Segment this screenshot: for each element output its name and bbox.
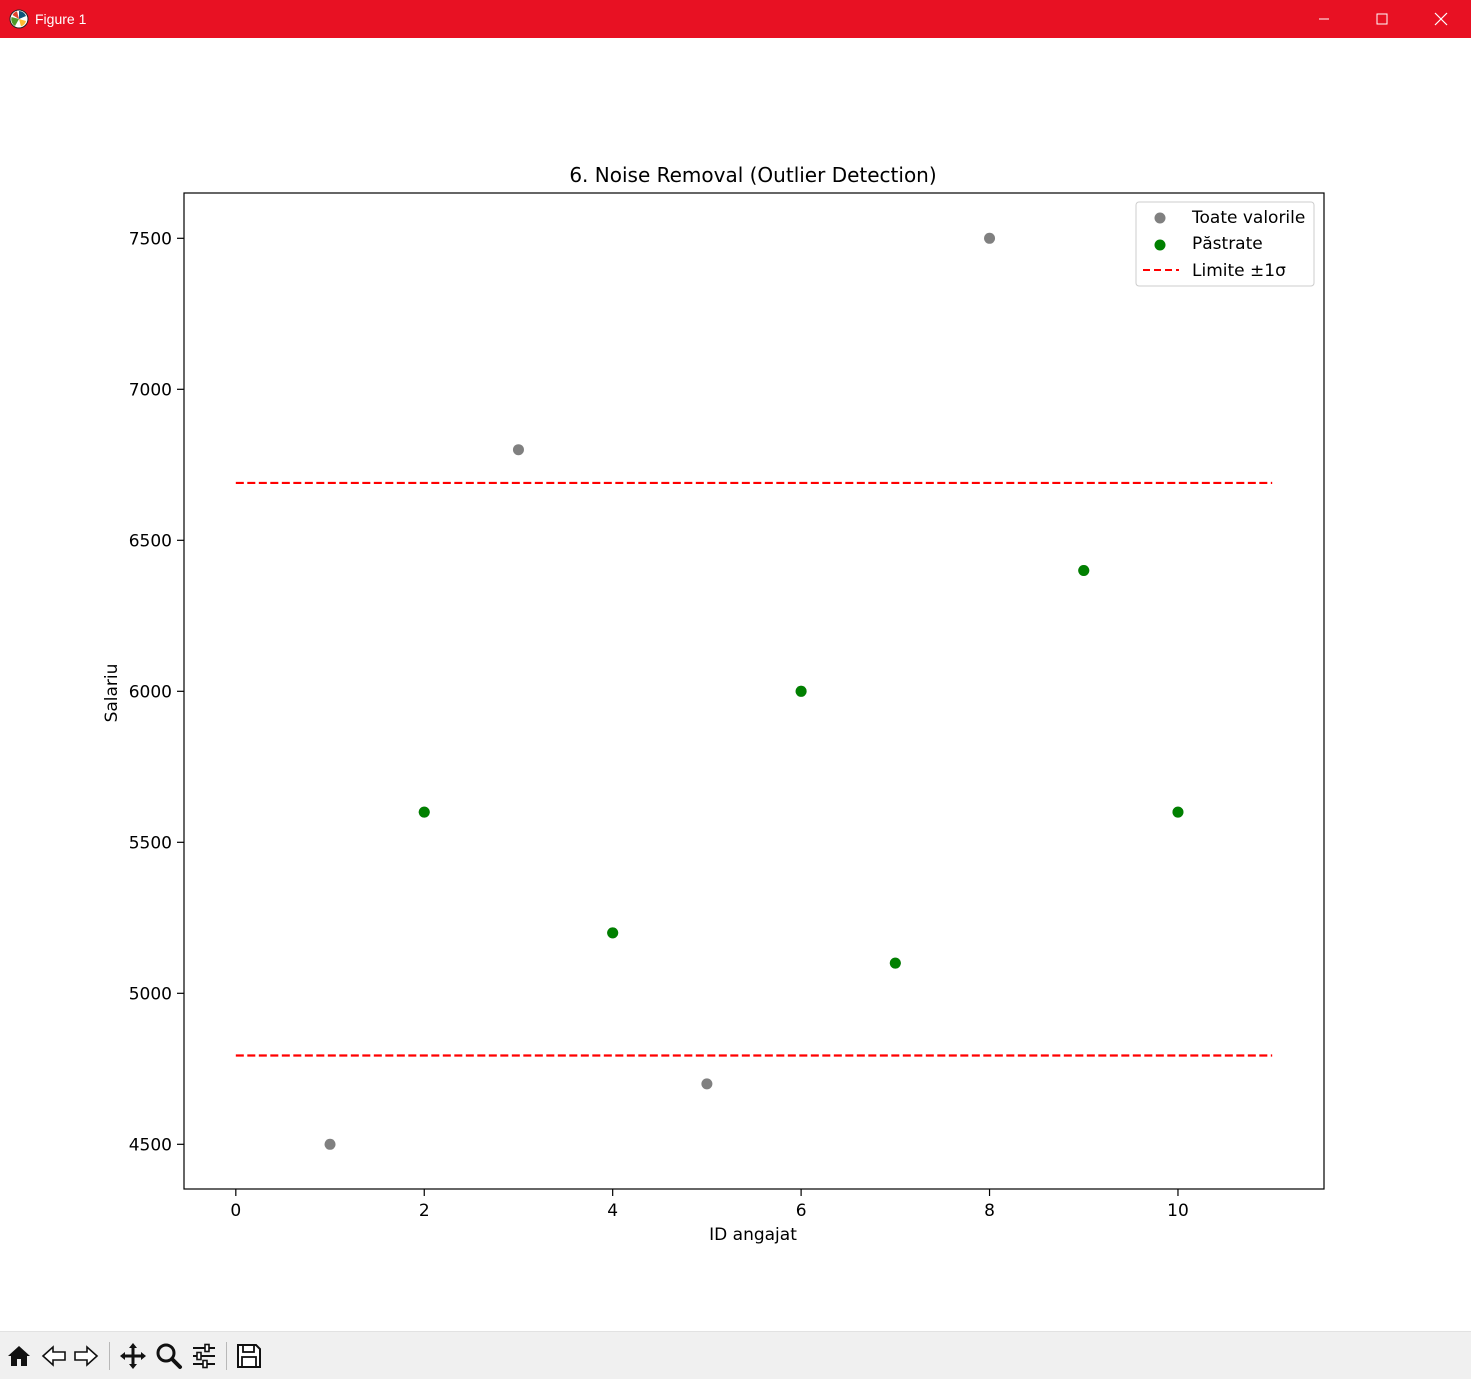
y-tick-label: 4500 bbox=[129, 1135, 172, 1155]
back-button[interactable] bbox=[38, 1340, 70, 1372]
kept-values-point bbox=[795, 685, 807, 697]
legend-label-kept: Păstrate bbox=[1192, 234, 1263, 254]
y-tick-label: 7000 bbox=[129, 380, 172, 400]
pan-move-icon bbox=[120, 1343, 146, 1369]
x-tick-label: 0 bbox=[230, 1201, 241, 1221]
scatter-chart: 6. Noise Removal (Outlier Detection) 450… bbox=[102, 163, 1325, 1245]
plot-frame bbox=[183, 192, 1325, 1190]
x-axis-ticks: 0 2 4 6 8 10 bbox=[230, 1189, 1189, 1221]
forward-arrow-icon bbox=[74, 1345, 99, 1367]
close-icon bbox=[1434, 12, 1448, 26]
toolbar-separator bbox=[226, 1342, 227, 1370]
x-tick-label: 2 bbox=[419, 1201, 430, 1221]
legend-box bbox=[1135, 201, 1315, 287]
series-kept-values bbox=[418, 565, 1184, 969]
navigation-toolbar bbox=[0, 1331, 1471, 1379]
x-tick-label: 4 bbox=[607, 1201, 618, 1221]
legend-marker-kept bbox=[1154, 239, 1166, 251]
window-title: Figure 1 bbox=[35, 11, 87, 27]
configure-subplots-button[interactable] bbox=[188, 1340, 220, 1372]
kept-values-point bbox=[418, 806, 430, 818]
x-axis-label: ID angajat bbox=[709, 1225, 797, 1245]
all-values-point bbox=[701, 1078, 713, 1090]
all-values-point bbox=[984, 232, 996, 244]
save-button[interactable] bbox=[233, 1340, 265, 1372]
home-button[interactable] bbox=[3, 1340, 35, 1372]
pan-button[interactable] bbox=[117, 1340, 149, 1372]
matplotlib-logo-icon bbox=[9, 9, 29, 29]
forward-button[interactable] bbox=[70, 1340, 102, 1372]
save-floppy-icon bbox=[237, 1344, 261, 1368]
all-values-point bbox=[324, 1138, 336, 1150]
zoom-magnifier-icon bbox=[156, 1343, 182, 1369]
minimize-button[interactable] bbox=[1295, 0, 1353, 38]
configure-subplots-icon bbox=[193, 1343, 215, 1369]
kept-values-point bbox=[1078, 565, 1090, 577]
x-tick-label: 10 bbox=[1167, 1201, 1189, 1221]
back-arrow-icon bbox=[41, 1345, 66, 1367]
toolbar-separator bbox=[109, 1342, 110, 1370]
y-tick-label: 5500 bbox=[129, 833, 172, 853]
chart-title: 6. Noise Removal (Outlier Detection) bbox=[569, 163, 936, 187]
minimize-icon bbox=[1319, 18, 1329, 20]
y-axis-ticks: 4500 5000 5500 6000 6500 7000 7500 bbox=[129, 229, 184, 1155]
x-tick-label: 8 bbox=[984, 1201, 995, 1221]
kept-values-point bbox=[607, 927, 619, 939]
y-tick-label: 5000 bbox=[129, 984, 172, 1004]
close-button[interactable] bbox=[1412, 0, 1470, 38]
zoom-button[interactable] bbox=[153, 1340, 185, 1372]
y-tick-label: 6000 bbox=[129, 682, 172, 702]
y-tick-label: 6500 bbox=[129, 531, 172, 551]
legend-label-all: Toate valorile bbox=[1191, 208, 1305, 228]
figure-canvas[interactable]: 6. Noise Removal (Outlier Detection) 450… bbox=[0, 38, 1471, 1331]
legend-label-limits: Limite ±1σ bbox=[1192, 261, 1286, 281]
x-tick-label: 6 bbox=[796, 1201, 807, 1221]
window-titlebar: Figure 1 bbox=[0, 0, 1471, 38]
y-tick-label: 7500 bbox=[129, 229, 172, 249]
home-icon bbox=[8, 1346, 30, 1366]
legend-marker-all bbox=[1154, 212, 1166, 224]
legend: Toate valorile Păstrate Limite ±1σ bbox=[1135, 201, 1315, 287]
kept-values-point bbox=[889, 957, 901, 969]
limit-lines bbox=[235, 481, 1273, 1057]
maximize-button[interactable] bbox=[1353, 0, 1411, 38]
maximize-icon bbox=[1376, 13, 1388, 25]
y-axis-label: Salariu bbox=[102, 664, 122, 723]
series-all-values bbox=[324, 232, 1184, 1150]
all-values-point bbox=[512, 444, 524, 456]
kept-values-point bbox=[1172, 806, 1184, 818]
